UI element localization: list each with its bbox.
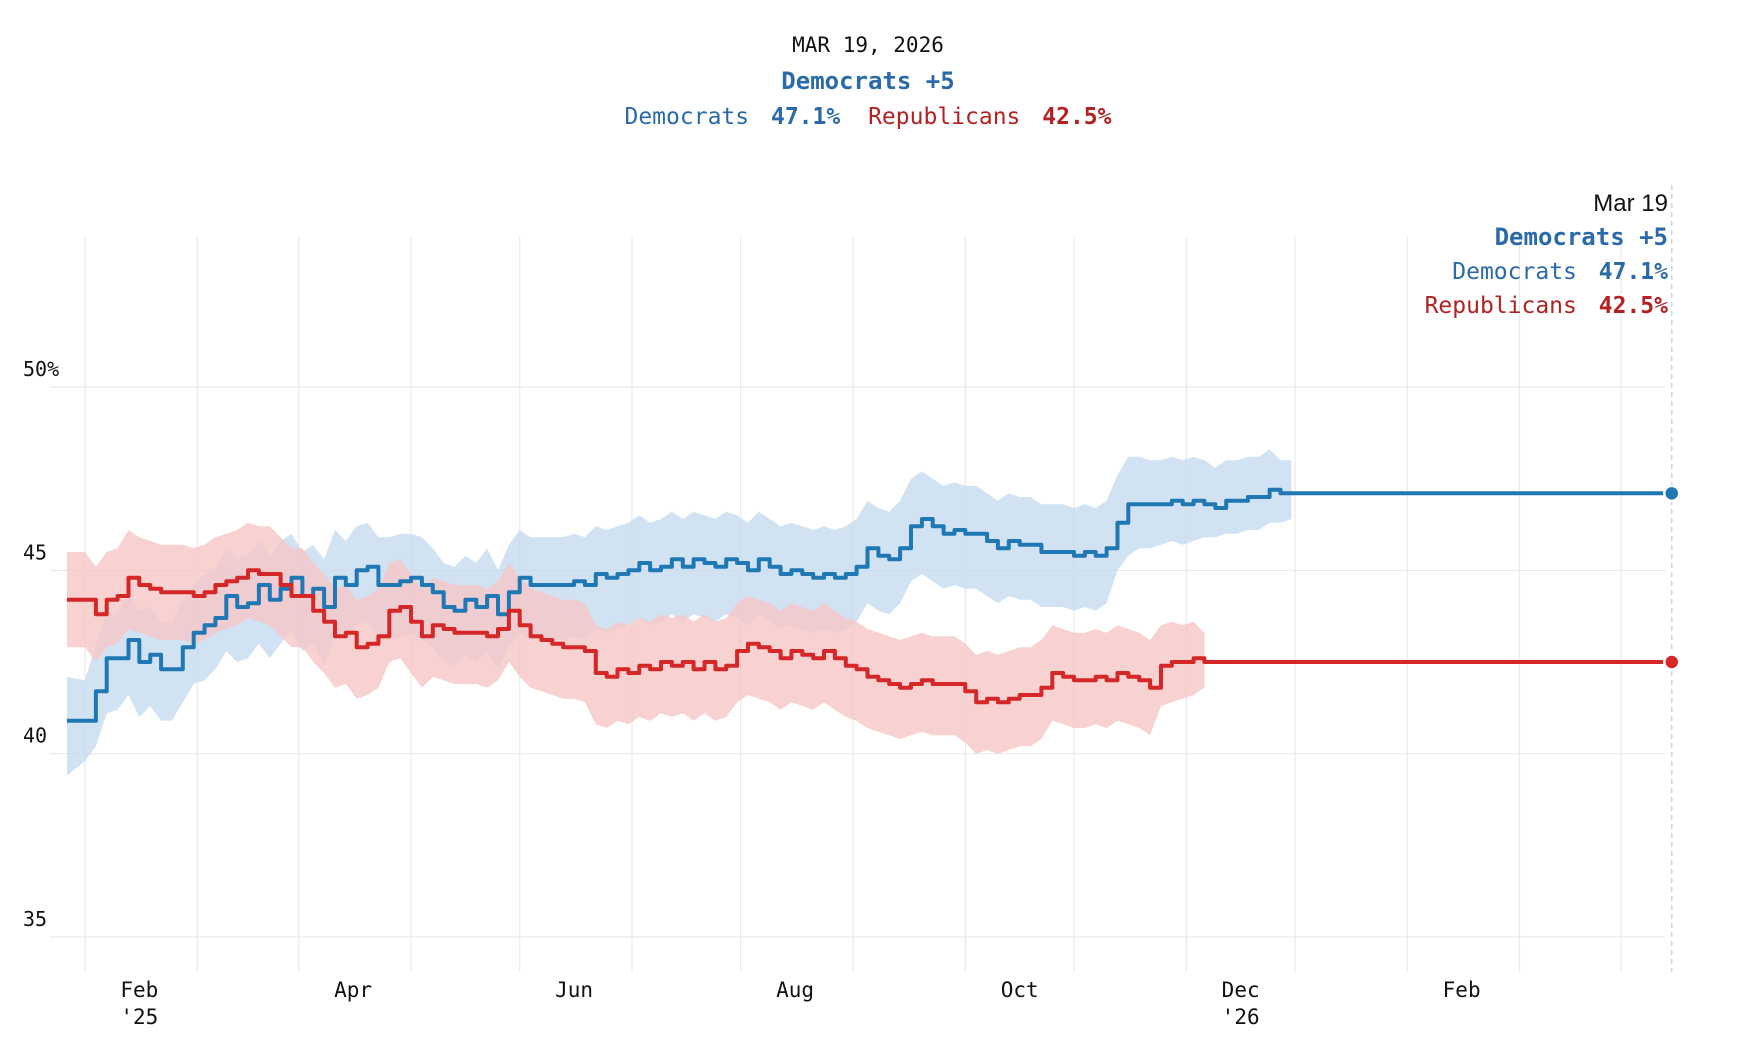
- header-rep-value: 42.5%: [1042, 104, 1111, 130]
- tooltip-date: Mar 19: [1593, 190, 1668, 217]
- x-tick-label: Apr: [334, 978, 372, 1002]
- header-dem-value: 47.1%: [771, 104, 840, 130]
- tooltip-dem: Democrats 47.1%: [1452, 259, 1668, 285]
- democrats-confidence-band: [66, 449, 1292, 776]
- x-tick-label: Oct: [1001, 978, 1039, 1002]
- y-tick-label: 40: [23, 724, 47, 748]
- x-tick-label: Feb: [1443, 978, 1481, 1002]
- y-axis-ticks: 35 40 45 50%: [23, 357, 59, 931]
- latest-marker-layer: [1663, 484, 1681, 671]
- confidence-band-layer: [66, 449, 1292, 776]
- header-dem-label: Democrats: [624, 104, 749, 130]
- series-line-layer: [66, 487, 1672, 723]
- header-date: MAR 19, 2026: [792, 33, 944, 57]
- tooltip-rep: Republicans 42.5%: [1425, 293, 1669, 319]
- tooltip-rep-label: Republicans: [1425, 293, 1577, 319]
- header-values: Democrats 47.1% Republicans 42.5%: [624, 104, 1111, 130]
- republicans-confidence-band: [66, 522, 1205, 754]
- latest-tooltip: Mar 19 Democrats +5 Democrats 47.1% Repu…: [1425, 190, 1669, 319]
- tooltip-dem-value: 47.1%: [1599, 259, 1668, 285]
- republicans-line: [66, 568, 1672, 705]
- y-tick-label: 50%: [23, 357, 59, 381]
- y-tick-label: 45: [23, 540, 47, 564]
- header-lead: Democrats +5: [781, 67, 954, 95]
- x-tick-label: Jun: [555, 978, 593, 1002]
- democrats-line: [66, 487, 1672, 723]
- header-rep-label: Republicans: [868, 104, 1020, 130]
- democrats-latest-point[interactable]: [1663, 484, 1681, 503]
- x-tick-year: '26: [1222, 1005, 1260, 1029]
- republicans-latest-point[interactable]: [1663, 653, 1681, 671]
- y-tick-label: 35: [23, 907, 47, 931]
- tooltip-lead: Democrats +5: [1495, 223, 1668, 251]
- tooltip-rep-value: 42.5%: [1599, 293, 1668, 319]
- x-tick-label: Feb: [120, 978, 158, 1002]
- x-tick-label: Aug: [776, 978, 814, 1002]
- x-tick-year: '25: [120, 1005, 158, 1029]
- x-axis-ticks: Feb '25 Apr Jun Aug Oct Dec '26 Feb: [120, 978, 1480, 1029]
- x-tick-label: Dec: [1222, 978, 1260, 1002]
- tooltip-dem-label: Democrats: [1452, 259, 1577, 285]
